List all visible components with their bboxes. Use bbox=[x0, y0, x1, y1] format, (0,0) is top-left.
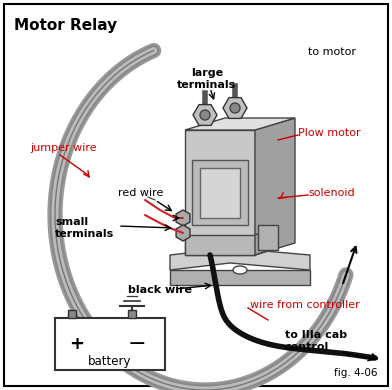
Bar bbox=[200, 168, 240, 218]
Text: solenoid: solenoid bbox=[308, 188, 355, 198]
Polygon shape bbox=[185, 118, 295, 130]
Polygon shape bbox=[255, 228, 275, 255]
Text: fig. 4-06: fig. 4-06 bbox=[334, 368, 378, 378]
Circle shape bbox=[200, 110, 210, 120]
Text: small
terminals: small terminals bbox=[55, 217, 114, 239]
Bar bbox=[192, 160, 248, 225]
Bar bbox=[185, 130, 255, 255]
Text: red wire: red wire bbox=[118, 188, 163, 198]
Circle shape bbox=[230, 103, 240, 113]
Polygon shape bbox=[255, 118, 295, 255]
Text: to IIIa cab
control: to IIIa cab control bbox=[285, 330, 347, 352]
Bar bbox=[128, 310, 136, 318]
Bar bbox=[258, 225, 278, 250]
Polygon shape bbox=[170, 270, 310, 285]
Bar bbox=[68, 310, 76, 318]
Ellipse shape bbox=[233, 266, 247, 274]
Text: to motor: to motor bbox=[308, 47, 356, 57]
Bar bbox=[55, 318, 165, 370]
Text: battery: battery bbox=[88, 355, 132, 367]
Text: +: + bbox=[69, 335, 85, 353]
Text: large
terminals: large terminals bbox=[177, 68, 237, 90]
Bar bbox=[185, 235, 255, 255]
Text: black wire: black wire bbox=[128, 285, 192, 295]
Polygon shape bbox=[170, 248, 310, 270]
Text: Plow motor: Plow motor bbox=[298, 128, 361, 138]
Text: jumper wire: jumper wire bbox=[30, 143, 96, 153]
Text: wire from controller: wire from controller bbox=[250, 300, 360, 310]
Text: −: − bbox=[128, 334, 146, 354]
Text: Motor Relay: Motor Relay bbox=[14, 18, 117, 33]
